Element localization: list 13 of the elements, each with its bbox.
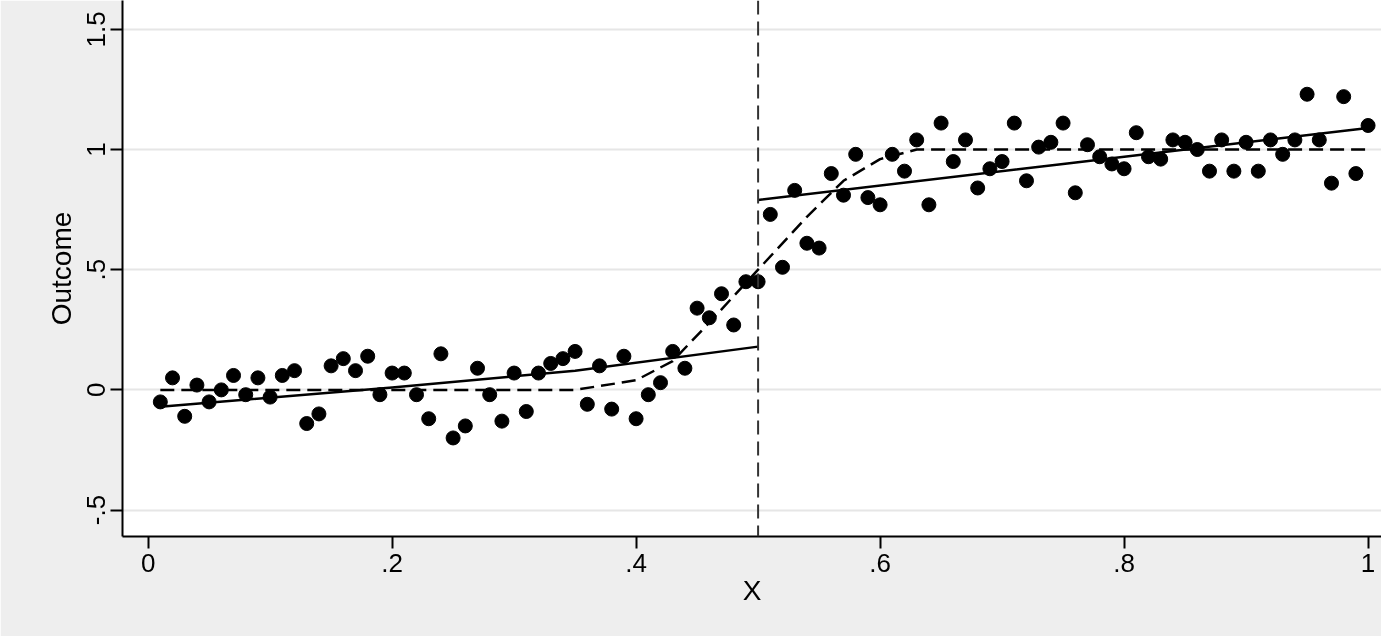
y-tick-label: 1.5 [81,11,112,48]
x-tick-label: 1 [1360,547,1376,578]
y-axis-title: Outcome [45,211,77,326]
y-tick-label: .5 [81,258,112,281]
x-tick-label: 0 [140,547,156,578]
x-tick-label: .4 [625,547,647,578]
x-axis-title: X [742,574,762,606]
y-tick-label: -.5 [81,494,112,526]
x-tick-label: .2 [381,547,403,578]
y-tick-label: 1 [81,142,112,157]
x-tick-label: .8 [1113,547,1135,578]
x-tick-label: .6 [869,547,891,578]
y-tick-label: 0 [81,382,112,398]
